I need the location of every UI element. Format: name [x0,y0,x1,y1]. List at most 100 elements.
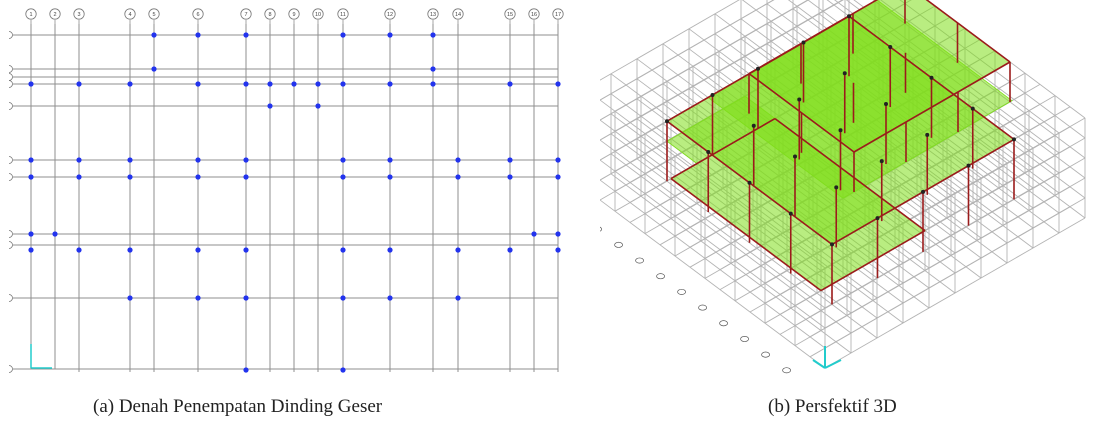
grid-bubble-3d [782,367,791,374]
frame-node [710,92,715,97]
shear-wall-marker [195,174,201,180]
frame-beam [774,117,926,232]
grid-bubble-3d [698,304,707,311]
frame-node [970,106,975,111]
shear-wall-marker [387,81,393,87]
row-bubble [8,73,13,81]
shear-wall-marker [340,247,346,253]
shear-wall-marker [28,174,34,180]
shear-wall-marker [76,81,82,87]
grid-bubble-3d [635,257,644,264]
grid-bubble-label: 13 [430,12,436,18]
shear-wall-marker [243,157,249,163]
grid-bubble [384,8,396,20]
shear-wall-marker [340,174,346,180]
grid-bubble-label: 3 [77,12,80,18]
frame-node [665,119,669,124]
shear-wall-marker [243,174,249,180]
row-bubble [8,80,13,88]
grid-bubble [427,8,439,20]
row-bubble [8,173,13,181]
frame-node [921,189,925,194]
grid-bubble-label: 9 [292,12,295,18]
grid-bubble [452,8,464,20]
grid-bubble-label: 11 [340,12,346,18]
row-bubble [8,31,13,39]
grid-bubble-label: 15 [507,12,513,18]
shear-wall-marker [28,81,34,87]
frame-node [888,45,893,49]
grid-bubble-label: 16 [531,12,537,18]
shear-wall-marker [555,157,561,163]
frame-beam [670,177,822,292]
shear-wall-marker [151,32,157,38]
shear-wall-marker [243,367,249,373]
grid-bubble-label: 5 [152,12,155,18]
shear-wall-marker [507,81,513,87]
wire-grid-line [614,0,809,112]
wire-grid-line [629,0,844,123]
frame-beam [748,72,855,153]
frame-node [966,163,971,168]
frame-node [842,71,847,76]
grid-bubble [49,8,61,20]
frame-node [751,123,756,128]
shear-wall-marker [127,174,133,180]
shear-wall-marker [340,32,346,38]
grid-bubble-label: 1 [29,12,32,18]
frame-node [929,75,934,80]
shear-wall-marker [195,32,201,38]
shear-wall-marker [151,66,157,72]
shear-wall-marker [315,81,321,87]
grid-bubble [312,8,324,20]
perspective-3d-drawing [584,0,1086,374]
frame-node [793,154,797,159]
grid-bubble-label: 8 [268,12,271,18]
shear-wall-marker [52,231,58,237]
grid-bubble-3d [740,335,749,342]
shear-wall-marker [243,32,249,38]
grid-bubble-3d [656,273,665,280]
row-bubble [8,365,13,373]
grid-bubble [192,8,204,20]
shear-wall-marker [430,32,436,38]
grid-bubble [504,8,516,20]
frame-node [879,159,884,164]
frame-beam [748,0,879,75]
frame-node [797,97,802,102]
shear-wall-marker [340,367,346,373]
shear-wall-marker [340,157,346,163]
grid-bubble-label: 17 [555,12,561,18]
shear-wall-marker [76,174,82,180]
row-bubble [8,156,13,164]
frame-node [875,216,880,221]
shear-wall-marker [455,157,461,163]
shear-wall-marker [195,81,201,87]
frame-node [788,211,793,216]
grid-bubble-label: 6 [196,12,199,18]
frame-node [847,14,851,19]
frame-node [838,128,843,133]
row-bubble [8,294,13,302]
frame-beam [820,229,926,292]
shear-wall-marker [127,81,133,87]
plan-drawing: 1 2 3 4 5 6 7 8 9 10 11 12 13 14 15 16 17 [8,8,564,373]
shear-wall-marker [430,66,436,72]
grid-bubble-3d [593,226,602,233]
caption-3d: (b) Persfektif 3D [768,396,897,417]
grid-bubble [528,8,540,20]
grid-bubble-label: 12 [387,12,393,18]
grid-bubble [552,8,564,20]
perspective-3d-diagram [584,0,1095,392]
grid-bubble-label: 4 [128,12,131,18]
grid-bubble-3d [761,351,770,358]
shear-wall-marker [387,32,393,38]
grid-bubble-label: 7 [244,12,247,18]
frame-node [706,150,711,154]
row-bubble [8,230,13,238]
shear-wall-marker [555,231,561,237]
grid-bubble [240,8,252,20]
row-bubble [8,102,13,110]
shear-wall-marker [127,247,133,253]
shear-wall-marker [455,295,461,301]
